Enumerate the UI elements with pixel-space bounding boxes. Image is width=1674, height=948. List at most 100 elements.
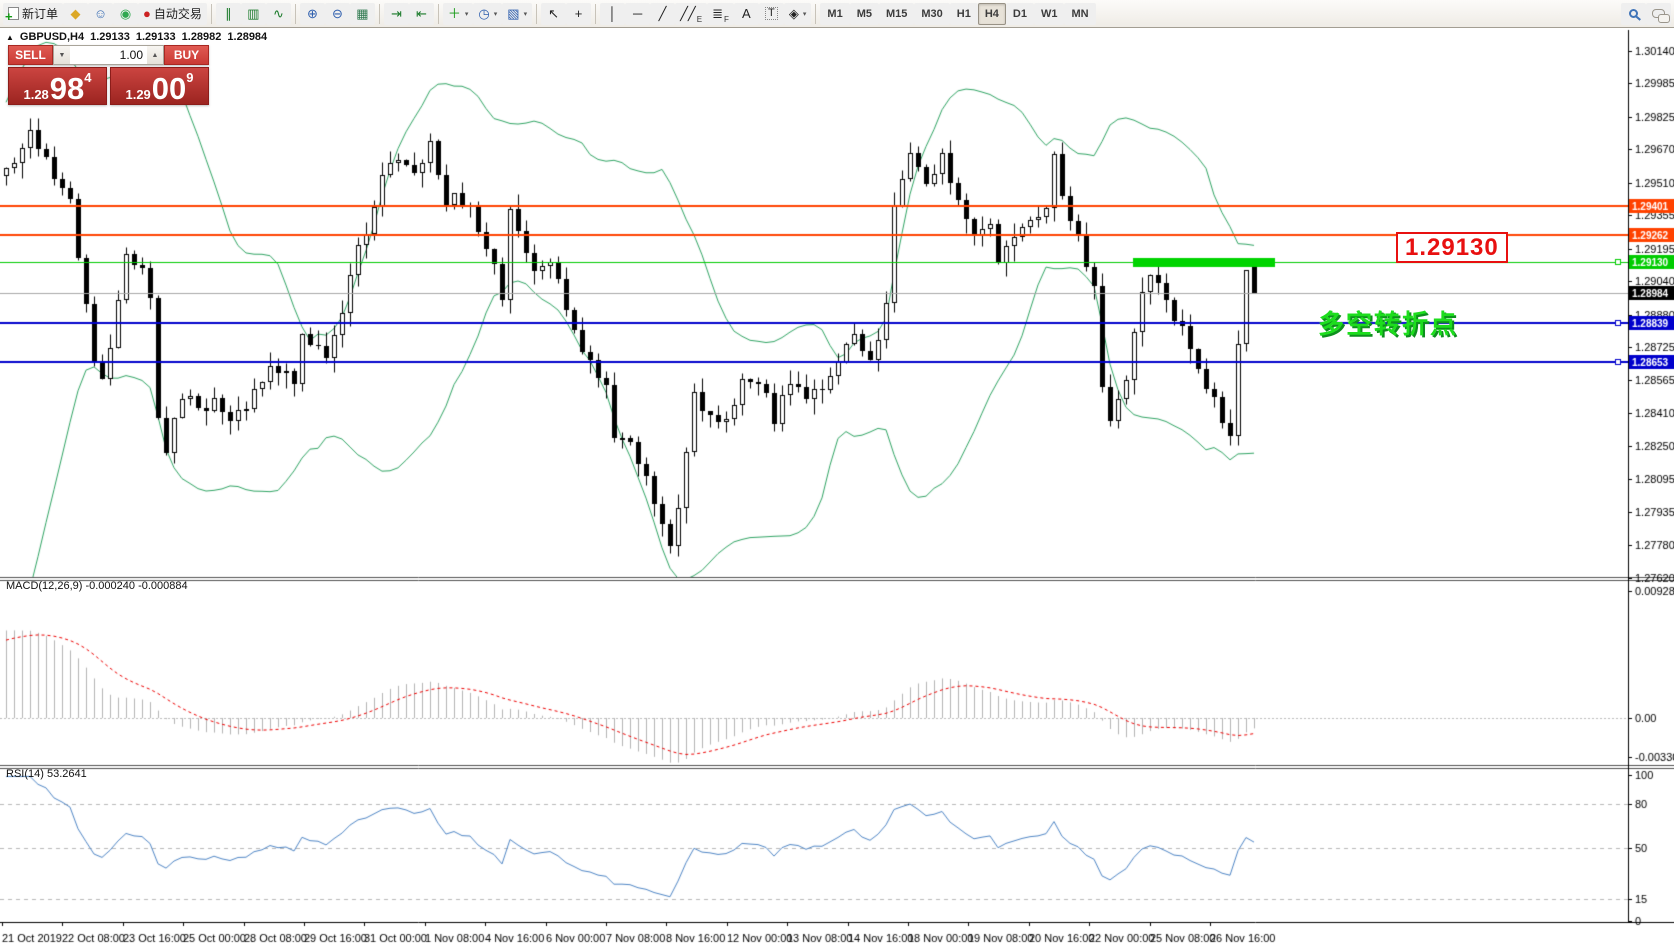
chart-template-icon: ▧ [507,6,520,21]
chart-shift-button[interactable]: ⇤ [408,2,434,25]
signal-icon: ◉ [119,6,132,21]
chat-icon [1652,9,1670,23]
profiles-dropdown[interactable]: ◷ ▾ [473,2,503,25]
sell-price-sup: 4 [84,70,92,85]
community-button[interactable]: ☺ [88,2,114,25]
zoom-out-icon: ⊖ [331,6,343,21]
timeframe-m30-button[interactable]: M30 [914,2,950,25]
volume-spinner: ▼ ▲ [53,45,164,65]
crosshair-button[interactable]: + [566,2,592,25]
glyph-subscript: E [696,14,703,24]
main-toolbar: 新订单◆☺◉●自动交易∥▥∿⊕⊖▦⇥⇤＋▾◷▾▧▾↖+│─╱╱╱E≣FAT◈▾M… [0,0,1674,28]
timeframe-w1-button[interactable]: W1 [1033,2,1065,25]
buy-button[interactable]: BUY [164,45,209,65]
auto-scroll-button[interactable]: ⇥ [383,2,409,25]
autotrade-icon: ● [143,6,151,21]
buy-price-button[interactable]: 1.29 00 9 [110,67,209,105]
tile-windows-icon: ▦ [356,6,369,21]
metaeditor-button[interactable]: ◆ [63,2,89,25]
text-button[interactable]: A [733,2,759,25]
volume-input[interactable] [70,46,147,64]
sell-price-small: 1.28 [23,87,49,102]
toolbar-separator [815,3,817,24]
sell-button[interactable]: SELL [8,45,53,65]
symbol-label: GBPUSD,H4 [19,31,85,43]
chevron-down-icon: ▾ [493,10,498,18]
chevron-down-icon: ▾ [523,10,528,18]
glyph-subscript: F [724,14,729,24]
bar-chart-icon: ∥ [225,6,232,21]
toolbar-button-label: 自动交易 [153,7,202,21]
volume-decrease-button[interactable]: ▼ [54,46,70,64]
zoom-in-icon: ⊕ [306,6,318,21]
timeframe-m1-button[interactable]: M1 [820,2,850,25]
toolbar-separator [210,3,212,24]
chart-shift-icon: ⇤ [415,6,427,21]
high-value: 1.29133 [135,31,176,43]
price-level-flag[interactable]: 1.29130 [1396,232,1508,263]
cursor-button[interactable]: ↖ [541,2,567,25]
chevron-down-icon: ▾ [802,10,807,18]
tile-windows-button[interactable]: ▦ [349,2,375,25]
toolbar-separator [595,3,597,24]
autotrading-button[interactable]: ● 自动交易 [138,2,207,25]
rsi-indicator-label: RSI(14) 53.2641 [6,768,87,780]
new-order-button[interactable]: 新订单 [3,2,64,25]
close-value: 1.28984 [227,31,268,43]
price-chart-canvas[interactable] [0,28,1674,948]
turning-point-annotation[interactable]: 多空转折点 [1318,309,1459,339]
open-value: 1.29133 [90,31,130,43]
text-icon: A [742,6,751,21]
timeframe-h1-button[interactable]: H1 [949,2,978,25]
vertical-line-button[interactable]: │ [600,2,626,25]
chart-ohlc-header: ▲ GBPUSD,H4 1.29133 1.29133 1.28982 1.28… [6,31,267,43]
volume-increase-button[interactable]: ▲ [147,46,163,64]
toolbar-separator [437,3,439,24]
fibonacci-button[interactable]: ≣ F [707,2,734,25]
arrows-dropdown[interactable]: ◈ ▾ [783,2,812,25]
fibonacci-icon: ≣ [712,6,723,21]
toolbar-separator [378,3,380,24]
timeframe-h4-button[interactable]: H4 [977,2,1006,25]
timeframe-m5-button[interactable]: M5 [849,2,879,25]
buy-price-small: 1.29 [125,87,151,102]
candlestick-chart-button[interactable]: ▥ [240,2,266,25]
templates-dropdown[interactable]: ▧ ▾ [502,2,533,25]
horizontal-line-icon: ─ [632,6,643,21]
timeframe-mn-button[interactable]: MN [1064,2,1096,25]
macd-indicator-label: MACD(12,26,9) -0.000240 -0.000884 [6,580,188,592]
chat-button[interactable] [1646,2,1671,25]
buy-price-big: 00 [151,70,187,106]
zoom-out-button[interactable]: ⊖ [324,2,350,25]
sell-price-button[interactable]: 1.28 98 4 [8,67,107,105]
collapse-icon[interactable]: ▲ [6,32,14,42]
sell-price-big: 98 [49,70,85,106]
toolbar-button-label: 新订单 [22,7,59,21]
person-icon: ☺ [93,6,108,21]
channel-button[interactable]: ╱╱ E [675,2,708,25]
auto-scroll-icon: ⇥ [390,6,402,21]
buy-price-sup: 9 [186,70,194,85]
text-label-button[interactable]: T [758,2,784,25]
signals-button[interactable]: ◉ [113,2,139,25]
zoom-in-button[interactable]: ⊕ [299,2,325,25]
low-value: 1.28982 [181,31,222,43]
candlestick-icon: ▥ [247,6,260,21]
line-chart-button[interactable]: ∿ [265,2,291,25]
line-chart-icon: ∿ [272,6,284,21]
new-chart-dropdown[interactable]: ＋ ▾ [442,2,474,25]
timeframe-d1-button[interactable]: D1 [1005,2,1034,25]
search-icon [1629,9,1638,18]
bar-chart-button[interactable]: ∥ [215,2,241,25]
clock-icon: ◷ [478,6,490,21]
trendline-button[interactable]: ╱ [650,2,676,25]
timeframe-m15-button[interactable]: M15 [878,2,915,25]
chart-window: ▲ GBPUSD,H4 1.29133 1.29133 1.28982 1.28… [0,28,1674,948]
channel-icon: ╱╱ [680,6,696,21]
arrow-objects-icon: ◈ [788,6,799,21]
search-button[interactable] [1621,2,1646,25]
plus-chart-icon: ＋ [447,6,461,21]
trendline-icon: ╱ [658,6,667,21]
horizontal-line-button[interactable]: ─ [625,2,651,25]
